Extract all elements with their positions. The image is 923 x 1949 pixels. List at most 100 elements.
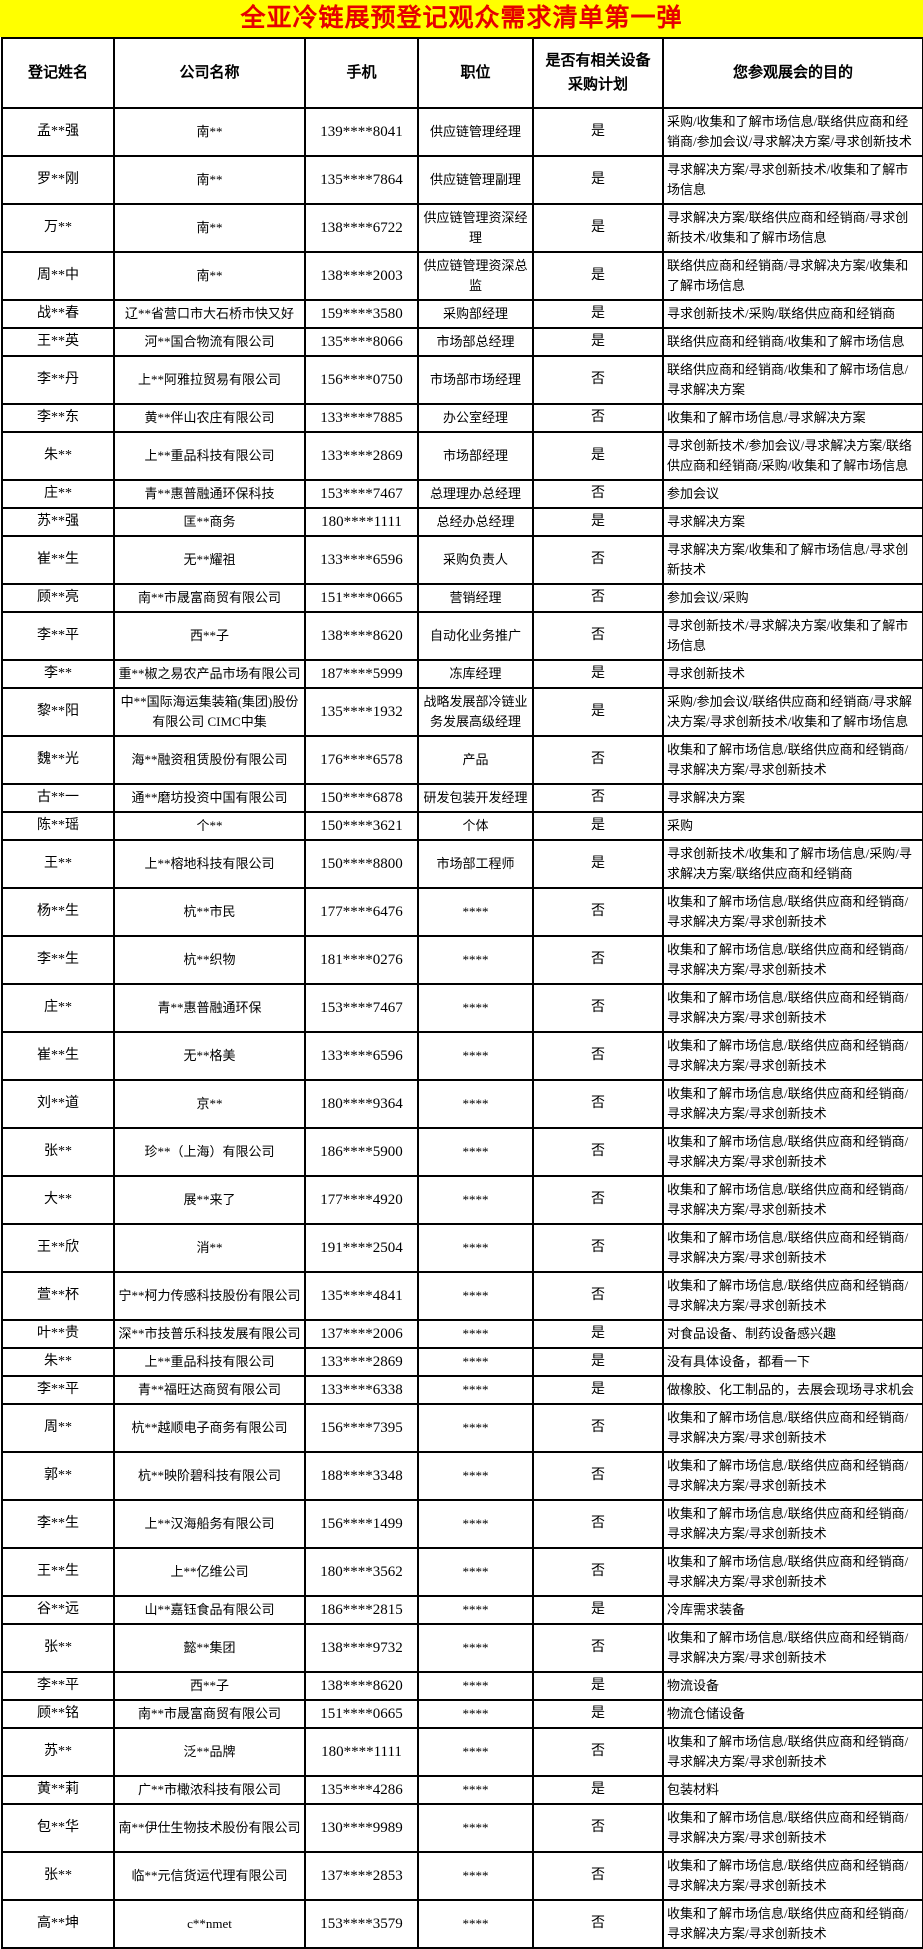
name-cell: 高**坤 (1, 1899, 115, 1949)
name-cell: 刘**道 (1, 1079, 115, 1129)
visit-purpose-cell: 收集和了解市场信息/联络供应商和经销商/寻求解决方案/寻求创新技术 (662, 1223, 923, 1273)
page-title: 全亚冷链展预登记观众需求清单第一弹 (0, 0, 923, 37)
table-row: 崔**生 无**耀祖 133****6596 采购负责人否寻求解决方案/收集和了解市场… (1, 535, 923, 585)
table-row: 苏** 泛**品牌 180****1111 **** 否收集和了解市场信息/联络供应商和… (1, 1727, 923, 1777)
purchase-plan-cell: 否 (532, 1271, 664, 1321)
visit-purpose-cell: 物流仓储设备 (662, 1699, 923, 1729)
purchase-plan-cell: 是 (532, 1375, 664, 1405)
company-cell: 展**来了 (113, 1175, 306, 1225)
table-row: 万** 南** 138****6722 供应链管理资深经理是寻求解决方案/联络供应商和… (1, 203, 923, 253)
visit-purpose-cell: 对食品设备、制药设备感兴趣 (662, 1319, 923, 1349)
phone-cell: 156****1499 (304, 1499, 419, 1549)
company-cell: 懿**集团 (113, 1623, 306, 1673)
table-row: 王**生 上**亿维公司 180****3562 **** 否收集和了解市场信息/联络供… (1, 1547, 923, 1597)
position-cell: **** (417, 1623, 534, 1673)
visit-purpose-cell: 采购 (662, 811, 923, 841)
visit-purpose-cell: 收集和了解市场信息/联络供应商和经销商/寻求解决方案/寻求创新技术 (662, 1727, 923, 1777)
name-cell: 苏** (1, 1727, 115, 1777)
position-cell: 研发包装开发经理 (417, 783, 534, 813)
visit-purpose-cell: 寻求创新技术/参加会议/寻求解决方案/联络供应商和经销商/采购/收集和了解市场信… (662, 431, 923, 481)
phone-cell: 153****7467 (304, 983, 419, 1033)
phone-cell: 133****6338 (304, 1375, 419, 1405)
position-cell: **** (417, 1223, 534, 1273)
phone-cell: 133****2869 (304, 431, 419, 481)
position-cell: **** (417, 1499, 534, 1549)
company-cell: 杭**市民 (113, 887, 306, 937)
purchase-plan-cell: 是 (532, 251, 664, 301)
phone-cell: 159****3580 (304, 299, 419, 329)
purchase-plan-cell: 否 (532, 887, 664, 937)
name-cell: 李**平 (1, 1375, 115, 1405)
phone-cell: 156****7395 (304, 1403, 419, 1453)
phone-cell: 153****7467 (304, 479, 419, 509)
name-cell: 黎**阳 (1, 687, 115, 737)
position-cell: 供应链管理资深经理 (417, 203, 534, 253)
purchase-plan-cell: 是 (532, 327, 664, 357)
position-cell: 冻库经理 (417, 659, 534, 689)
name-cell: 李**丹 (1, 355, 115, 405)
phone-cell: 135****1932 (304, 687, 419, 737)
company-cell: 上**重品科技有限公司 (113, 431, 306, 481)
company-cell: 京** (113, 1079, 306, 1129)
position-cell: **** (417, 1671, 534, 1701)
company-cell: 宁**柯力传感科技股份有限公司 (113, 1271, 306, 1321)
phone-cell: 186****5900 (304, 1127, 419, 1177)
visit-purpose-cell: 收集和了解市场信息/联络供应商和经销商/寻求解决方案/寻求创新技术 (662, 1851, 923, 1901)
company-cell: 西**子 (113, 611, 306, 661)
visit-purpose-cell: 寻求创新技术 (662, 659, 923, 689)
position-cell: **** (417, 983, 534, 1033)
company-cell: 黄**伴山农庄有限公司 (113, 403, 306, 433)
phone-cell: 139****8041 (304, 107, 419, 157)
name-cell: 魏**光 (1, 735, 115, 785)
position-cell: 战略发展部冷链业务发展高级经理 (417, 687, 534, 737)
table-row: 王**英 河**国合物流有限公司 135****8066 市场部总经理是联络供应商和经… (1, 327, 923, 357)
table-row: 顾**亮 南**市晟富商贸有限公司 151****0665 营销经理否参加会议/采购 (1, 583, 923, 613)
company-cell: 上**榕地科技有限公司 (113, 839, 306, 889)
visit-purpose-cell: 收集和了解市场信息/联络供应商和经销商/寻求解决方案/寻求创新技术 (662, 1547, 923, 1597)
visit-purpose-cell: 收集和了解市场信息/联络供应商和经销商/寻求解决方案/寻求创新技术 (662, 1079, 923, 1129)
position-cell: **** (417, 887, 534, 937)
purchase-plan-cell: 否 (532, 1499, 664, 1549)
visit-purpose-cell: 采购/参加会议/联络供应商和经销商/寻求解决方案/寻求创新技术/收集和了解市场信… (662, 687, 923, 737)
name-cell: 战**春 (1, 299, 115, 329)
table-header: 登记姓名 公司名称 手机 职位 是否有相关设备 采购计划 您参观展会的目的 (1, 37, 923, 109)
purchase-plan-cell: 否 (532, 1079, 664, 1129)
purchase-plan-cell: 否 (532, 1851, 664, 1901)
company-cell: 重**椒之易农产品市场有限公司 (113, 659, 306, 689)
visit-purpose-cell: 收集和了解市场信息/联络供应商和经销商/寻求解决方案/寻求创新技术 (662, 887, 923, 937)
phone-cell: 133****6596 (304, 1031, 419, 1081)
phone-cell: 138****2003 (304, 251, 419, 301)
table-row: 李**平 青**福旺达商贸有限公司 133****6338 **** 是做橡胶、化工制品… (1, 1375, 923, 1405)
table-row: 庄** 青**惠普融通环保科技 153****7467 总理理办总经理否参加会议 (1, 479, 923, 509)
phone-cell: 151****0665 (304, 583, 419, 613)
position-cell: **** (417, 1595, 534, 1625)
visit-purpose-cell: 收集和了解市场信息/联络供应商和经销商/寻求解决方案/寻求创新技术 (662, 735, 923, 785)
name-cell: 庄** (1, 983, 115, 1033)
table-row: 古**一 通**磨坊投资中国有限公司 150****6878 研发包装开发经理否寻求解… (1, 783, 923, 813)
visit-purpose-cell: 寻求解决方案/寻求创新技术/收集和了解市场信息 (662, 155, 923, 205)
name-cell: 王**欣 (1, 1223, 115, 1273)
name-cell: 大** (1, 1175, 115, 1225)
phone-cell: 180****1111 (304, 1727, 419, 1777)
position-cell: 市场部总经理 (417, 327, 534, 357)
table-row: 包**华 南**伊仕生物技术股份有限公司 130****9989 **** 否收集和了解… (1, 1803, 923, 1853)
purchase-plan-cell: 是 (532, 203, 664, 253)
phone-cell: 130****9989 (304, 1803, 419, 1853)
company-cell: 通**磨坊投资中国有限公司 (113, 783, 306, 813)
name-cell: 黄**莉 (1, 1775, 115, 1805)
position-cell: 产品 (417, 735, 534, 785)
purchase-plan-cell: 否 (532, 1223, 664, 1273)
phone-cell: 133****7885 (304, 403, 419, 433)
table-row: 李**东 黄**伴山农庄有限公司 133****7885 办公室经理否收集和了解市场信… (1, 403, 923, 433)
table-row: 高**坤 c**nmet 153****3579 **** 否收集和了解市场信息/联络供… (1, 1899, 923, 1949)
purchase-plan-cell: 否 (532, 583, 664, 613)
purchase-plan-cell: 是 (532, 1699, 664, 1729)
table-row: 张** 临**元信货运代理有限公司 137****2853 **** 否收集和了解市场信… (1, 1851, 923, 1901)
table-row: 崔**生 无**格美 133****6596 **** 否收集和了解市场信息/联络供应商… (1, 1031, 923, 1081)
table-row: 庄** 青**惠普融通环保 153****7467 **** 否收集和了解市场信息/联络… (1, 983, 923, 1033)
company-cell: 匡**商务 (113, 507, 306, 537)
position-cell: 总理理办总经理 (417, 479, 534, 509)
purchase-plan-cell: 否 (532, 479, 664, 509)
visit-purpose-cell: 联络供应商和经销商/寻求解决方案/收集和了解市场信息 (662, 251, 923, 301)
purchase-plan-cell: 是 (532, 1595, 664, 1625)
